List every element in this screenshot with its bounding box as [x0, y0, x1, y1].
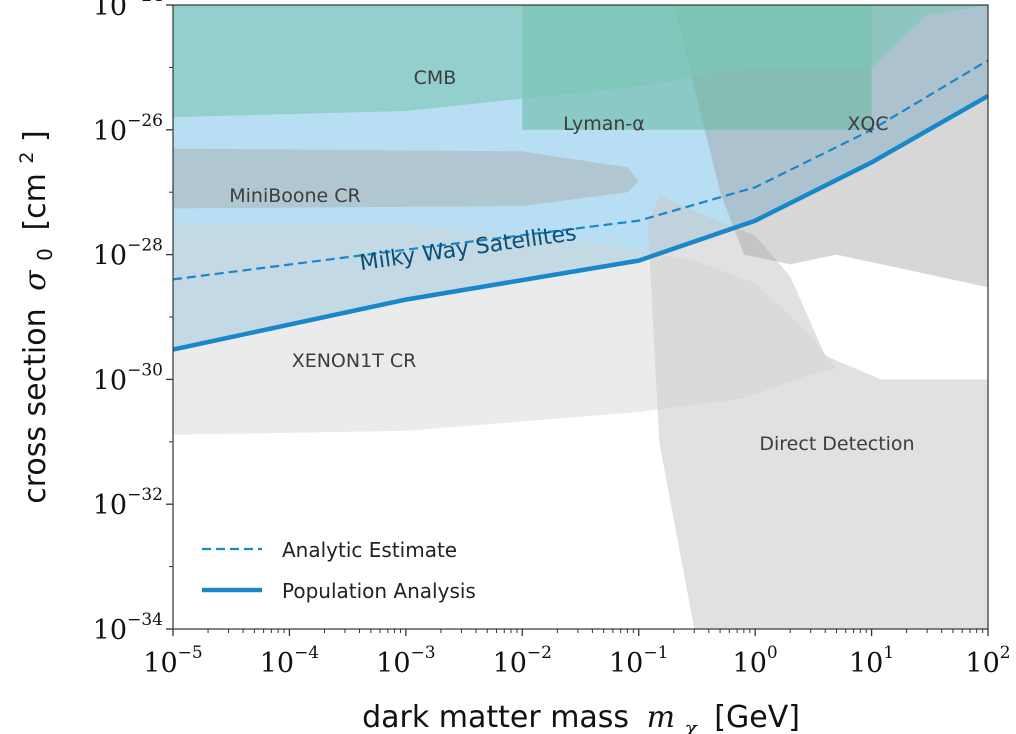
y-axis-label: cross section σ 0 [cm 2 ]: [6, 130, 60, 504]
x-axis-label-subscript: χ: [683, 716, 699, 734]
x-axis-label: dark matter mass m χ [GeV]: [362, 700, 800, 734]
x-tick-label: 101: [849, 643, 894, 679]
x-axis-label-text: dark matter mass: [362, 700, 629, 734]
legend-label-population-analysis: Population Analysis: [282, 579, 476, 603]
y-axis-label-subscript: 0: [33, 248, 57, 261]
x-axis-label-unit: [GeV]: [714, 700, 800, 734]
x-tick-label: 10−1: [609, 643, 668, 679]
x-tick-label: 102: [965, 643, 1010, 679]
series-line-analytic-estimate: [173, 59, 988, 281]
x-tick-label: 10−2: [493, 643, 552, 679]
y-tick-label: 10−32: [93, 485, 163, 521]
y-axis-label-symbol: σ: [18, 269, 53, 291]
x-tick-label: 10−4: [260, 643, 319, 679]
x-tick-label: 10−3: [376, 643, 435, 679]
x-axis-label-symbol: m: [647, 700, 675, 734]
region-labels: CMB Lyman-α XQC MiniBoone CR XENON1T CR …: [229, 67, 914, 455]
region-xenon1t-cr: [173, 224, 837, 435]
region-cmb: [173, 5, 988, 118]
axes: 10−5 10−4 10−3 10−2 10−1 100 101 102 10−34 10−32 1…: [93, 0, 1011, 679]
y-tick-label: 10−30: [93, 360, 163, 396]
region-label-lyman-alpha: Lyman-α: [563, 113, 645, 135]
x-tick-label: 100: [733, 643, 778, 679]
x-tick-label: 10−5: [143, 643, 202, 679]
region-label-miniboone-cr: MiniBoone CR: [229, 185, 361, 207]
series-line-population-analysis: [173, 93, 988, 352]
plot-area: [173, 5, 988, 629]
region-direct-detection: [647, 195, 988, 629]
legend: Analytic Estimate Population Analysis: [202, 538, 476, 603]
y-axis-label-unit-sup: 2: [16, 151, 38, 163]
y-tick-label: 10−34: [93, 610, 163, 646]
region-label-cmb: CMB: [414, 67, 457, 89]
region-label-direct-detection: Direct Detection: [759, 433, 914, 455]
region-label-xenon1t-cr: XENON1T CR: [292, 350, 417, 372]
y-axis-label-text: cross section: [18, 308, 53, 503]
y-tick-label: 10−24: [93, 0, 163, 22]
region-miniboone-cr: [173, 148, 639, 209]
y-axis-label-unit-open: [cm: [18, 173, 53, 230]
region-label-xqc: XQC: [847, 113, 888, 135]
legend-label-analytic-estimate: Analytic Estimate: [282, 538, 457, 562]
y-tick-label: 10−28: [93, 236, 163, 272]
y-axis-label-unit-close: ]: [18, 130, 53, 142]
y-tick-label: 10−26: [93, 111, 163, 147]
